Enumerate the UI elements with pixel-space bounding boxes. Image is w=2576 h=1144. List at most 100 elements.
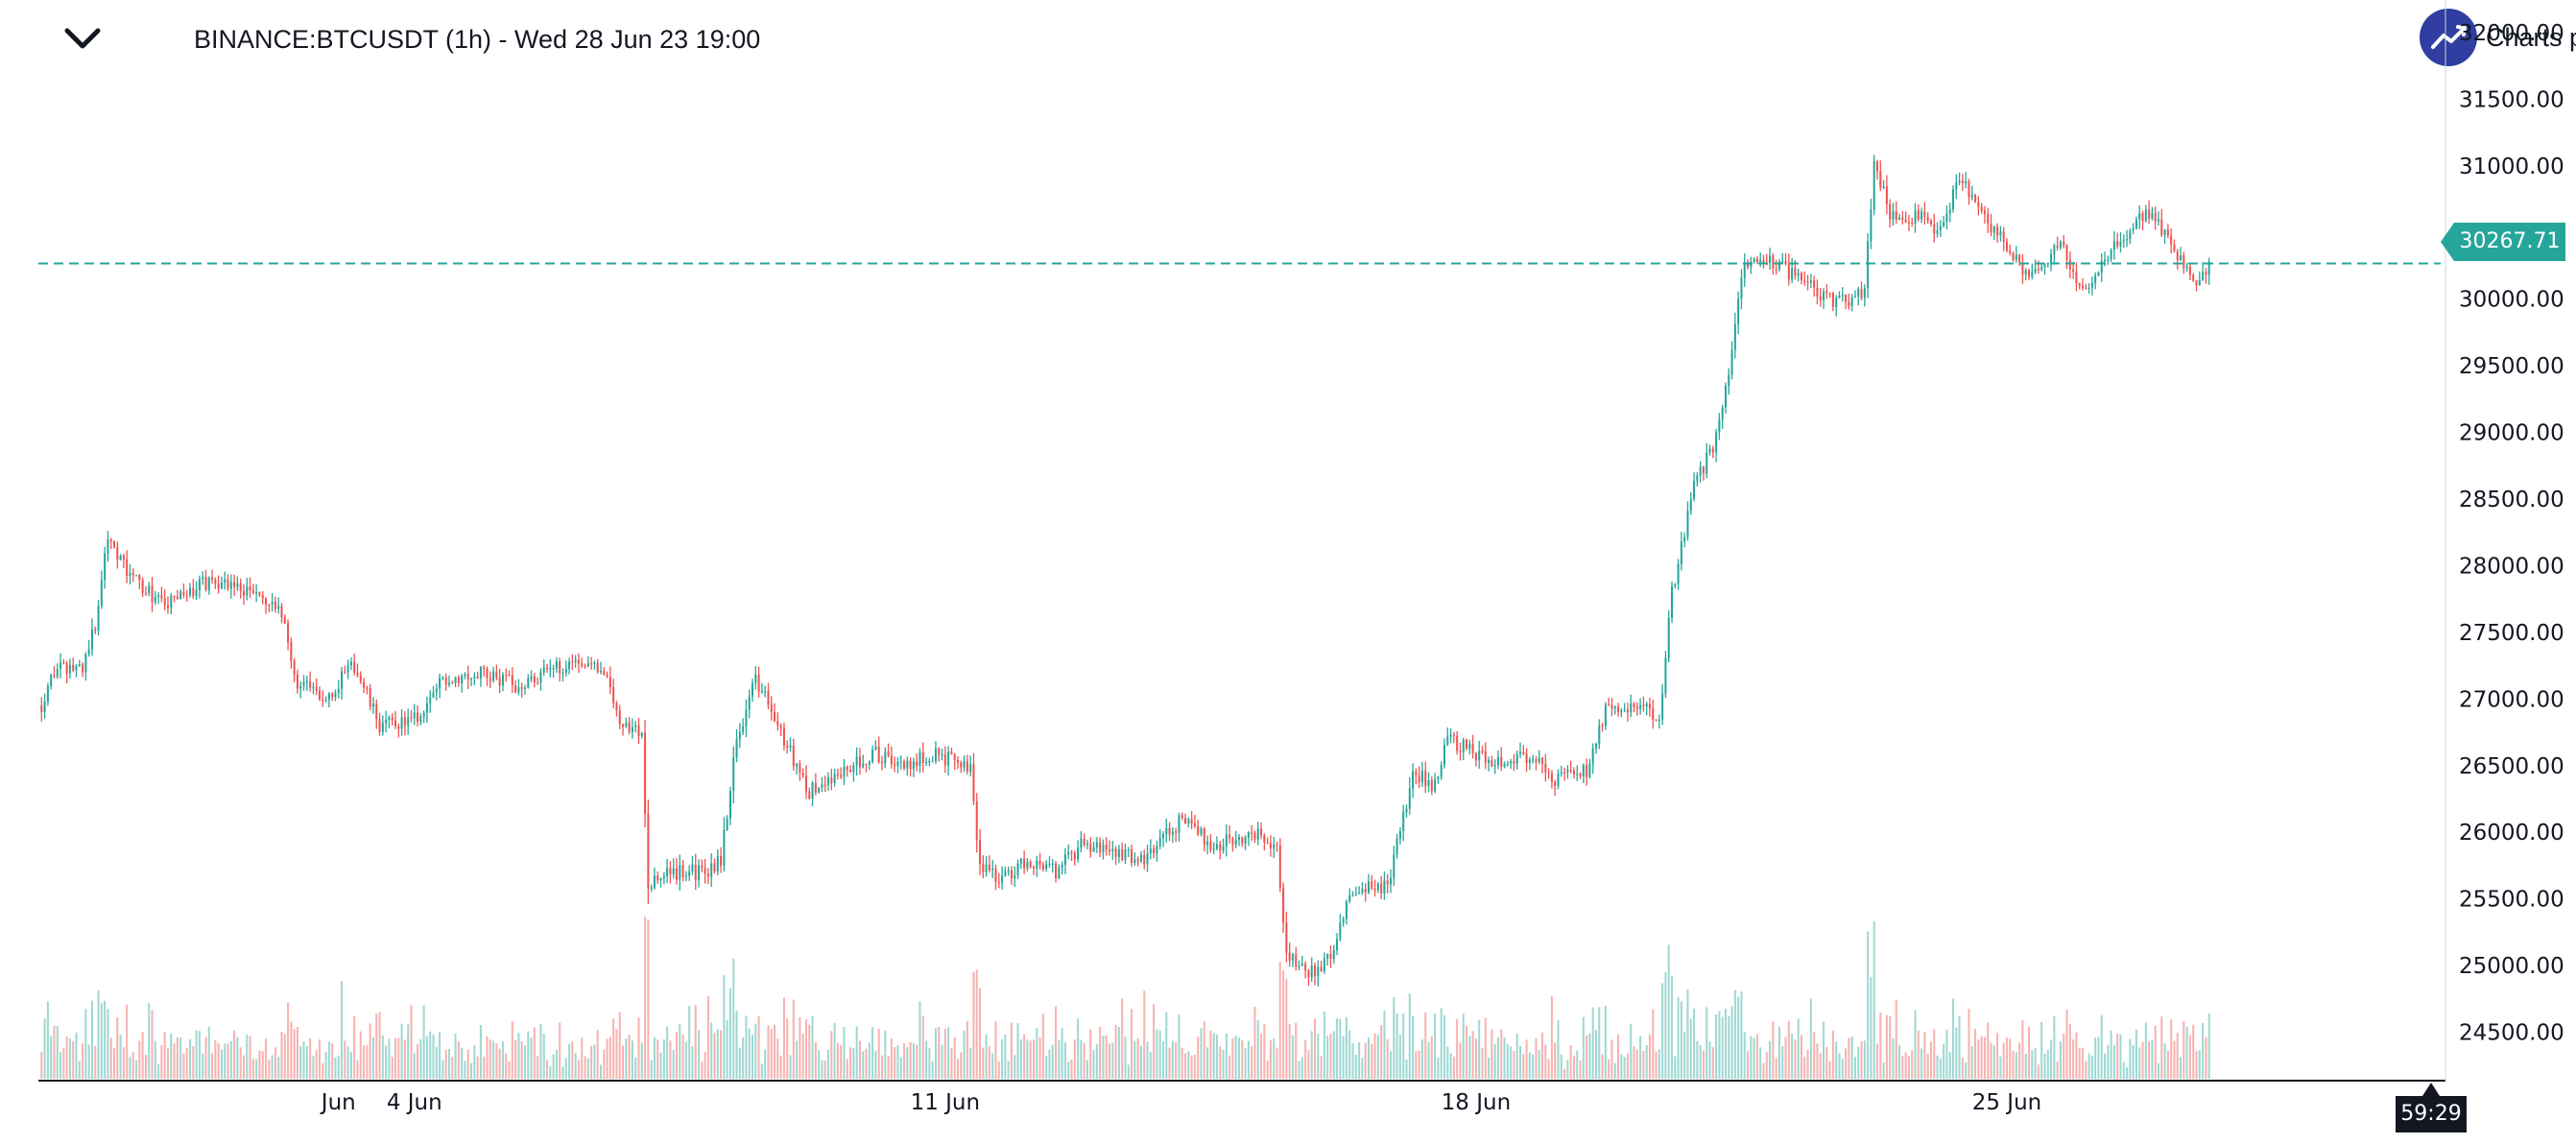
candle-body [561, 673, 564, 675]
volume-bar [969, 1047, 972, 1079]
candle-body [60, 662, 62, 670]
price-tick-label: 25000.00 [2459, 954, 2564, 979]
candle-body [1936, 229, 1939, 234]
chevron-down-glyph [64, 28, 101, 49]
volume-bar [2110, 1030, 2112, 1079]
candle-body [1803, 280, 1806, 282]
candle-body [2154, 212, 2157, 222]
volume-bar [220, 1049, 223, 1079]
volume-bar [514, 1039, 517, 1079]
volume-bar [593, 1044, 596, 1079]
candle-body [217, 584, 220, 589]
volume-bar [943, 1029, 946, 1079]
candle-body [1639, 704, 1642, 709]
candle-body [723, 829, 726, 867]
volume-bar [751, 1035, 754, 1079]
candle-body [1146, 853, 1149, 865]
volume-bar [100, 1003, 103, 1079]
candle-body [684, 875, 687, 877]
candle-body [1269, 843, 1272, 848]
candle-body [659, 877, 662, 881]
volume-bar [1781, 1045, 1784, 1079]
candle-body [1974, 195, 1977, 203]
volume-bar [1178, 1014, 1181, 1079]
candle-body [1648, 703, 1651, 709]
candle-body [1907, 222, 1910, 224]
candle-body [688, 871, 691, 876]
candle-body [640, 732, 643, 736]
candle-body [1083, 838, 1085, 846]
candle-body [432, 692, 435, 698]
candle-body [2182, 255, 2185, 269]
volume-bar [710, 1022, 713, 1079]
candle-body [407, 717, 410, 726]
volume-bar [1437, 1058, 1440, 1079]
candle-body [331, 693, 334, 698]
volume-bar [1696, 1040, 1699, 1079]
candle-body [1095, 842, 1098, 847]
candle-body [606, 675, 608, 678]
volume-bar [1655, 1051, 1658, 1079]
volume-bar [305, 1045, 308, 1079]
candle-body [1535, 759, 1538, 762]
volume-bar [62, 1048, 65, 1079]
volume-bar [2151, 1039, 2154, 1079]
volume-bar [1001, 1039, 1004, 1079]
volume-bar [371, 1037, 374, 1079]
volume-bar [1613, 1062, 1616, 1079]
volume-bar [1544, 1044, 1547, 1079]
candle-body [1304, 964, 1307, 971]
candle-body [1412, 771, 1415, 789]
volume-bar [925, 1040, 928, 1079]
volume-bar [447, 1048, 450, 1079]
candle-body [720, 856, 723, 867]
volume-bar [2104, 1053, 2107, 1079]
volume-bar [947, 1027, 950, 1079]
candle-body [2205, 272, 2207, 275]
candle-body [862, 764, 865, 768]
candle-body [2170, 235, 2173, 246]
volume-bar [720, 1030, 723, 1079]
price-axis[interactable]: 24500.00 25000.00 25500.00 26000.00 26500.00… [2459, 21, 2564, 1046]
volume-bar [1936, 1055, 1939, 1079]
candle-body [1247, 832, 1250, 838]
candle-body [43, 702, 46, 713]
chevron-down-icon[interactable] [61, 21, 104, 60]
candle-body [827, 777, 830, 785]
volume-bar [195, 1030, 198, 1079]
candle-body [498, 678, 501, 686]
volume-bar [1351, 1043, 1354, 1079]
chart-logo-icon[interactable] [2420, 9, 2477, 66]
candle-body [694, 864, 697, 880]
candle-body [559, 661, 561, 674]
volume-bar [1809, 998, 1812, 1079]
volume-bar [1063, 1042, 1066, 1079]
candle-body [359, 675, 362, 682]
volume-bar [1061, 1028, 1063, 1079]
candle-body [1769, 255, 1772, 264]
volume-bar [1882, 1062, 1885, 1079]
candle-body [849, 770, 852, 773]
volume-bar [950, 1047, 953, 1079]
volume-bar [1576, 1050, 1579, 1079]
candle-body [324, 700, 327, 702]
volume-bar [681, 1034, 684, 1079]
volume-bar [1733, 989, 1736, 1079]
volume-bar [1440, 1008, 1443, 1079]
candle-body [1711, 448, 1714, 453]
candle-body [596, 662, 599, 673]
volume-bar [2050, 1039, 2053, 1079]
candle-body [1156, 846, 1158, 854]
candle-body [75, 665, 78, 671]
volume-bar [403, 1039, 406, 1079]
candle-body [1911, 222, 1914, 224]
time-axis[interactable]: Jun 4 Jun 11 Jun 18 Jun 25 Jun [320, 1090, 2041, 1115]
volume-bar [1838, 1053, 1841, 1079]
volume-bar [2097, 1037, 2100, 1079]
volume-bar [1398, 1034, 1401, 1079]
candle-body [1102, 845, 1105, 852]
candle-body [1794, 268, 1797, 276]
candle-body [173, 595, 176, 598]
candle-body [447, 682, 450, 685]
